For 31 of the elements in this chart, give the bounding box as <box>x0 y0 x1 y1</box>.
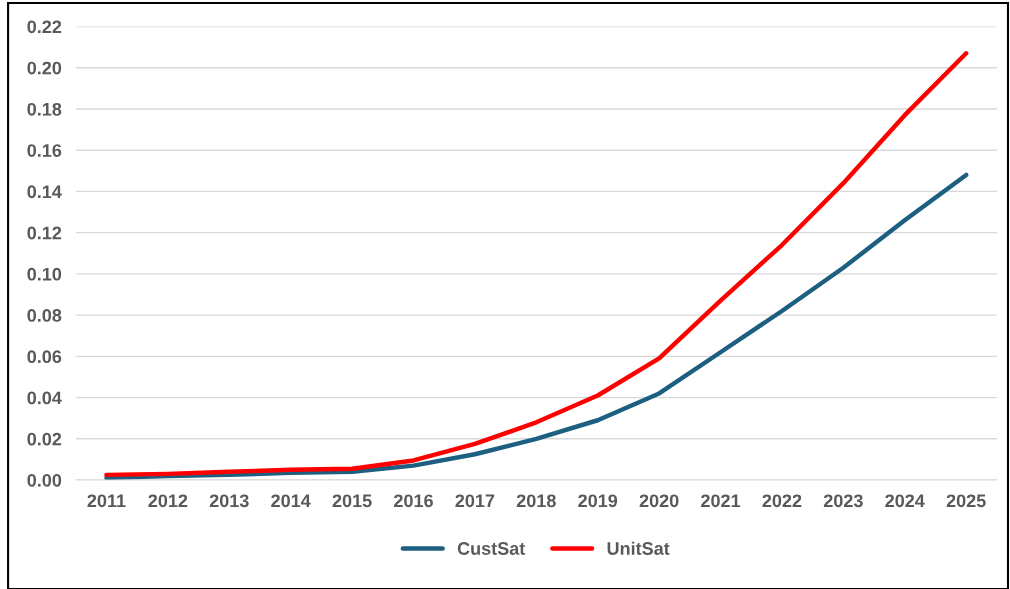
y-tick-label: 0.10 <box>27 267 62 281</box>
y-tick-label: 0.00 <box>27 473 62 487</box>
x-tick-label: 2012 <box>148 494 188 508</box>
x-tick-label: 2025 <box>946 494 986 508</box>
legend-label: CustSat <box>457 542 526 555</box>
x-tick-label: 2016 <box>394 494 433 508</box>
x-tick-label: 2015 <box>332 494 372 508</box>
y-tick-label: 0.08 <box>27 309 62 322</box>
y-tick-label: 0.02 <box>27 432 62 446</box>
x-tick-label: 2013 <box>209 494 249 508</box>
legend-label: UnitSat <box>607 541 670 555</box>
x-tick-label: 2018 <box>516 494 556 508</box>
x-tick-label: 2014 <box>271 494 311 508</box>
y-tick-label: 0.16 <box>27 144 62 157</box>
y-tick-label: 0.18 <box>27 102 62 116</box>
y-tick-label: 0.04 <box>27 391 62 405</box>
x-tick-label: 2023 <box>823 494 863 508</box>
y-tick-label: 0.12 <box>27 226 62 240</box>
x-tick-label: 2019 <box>578 494 618 508</box>
y-tick-label: 0.14 <box>27 185 62 199</box>
x-tick-label: 2017 <box>455 494 495 508</box>
x-tick-label: 2024 <box>885 494 925 508</box>
y-tick-label: 0.22 <box>27 20 62 34</box>
x-tick-label: 2011 <box>87 494 126 508</box>
x-tick-label: 2022 <box>762 494 802 508</box>
y-tick-label: 0.06 <box>27 350 62 364</box>
line-series <box>104 51 969 478</box>
line-series <box>104 172 969 481</box>
x-tick-label: 2020 <box>639 494 679 508</box>
x-tick-label: 2021 <box>701 494 741 508</box>
y-tick-label: 0.20 <box>27 61 62 75</box>
